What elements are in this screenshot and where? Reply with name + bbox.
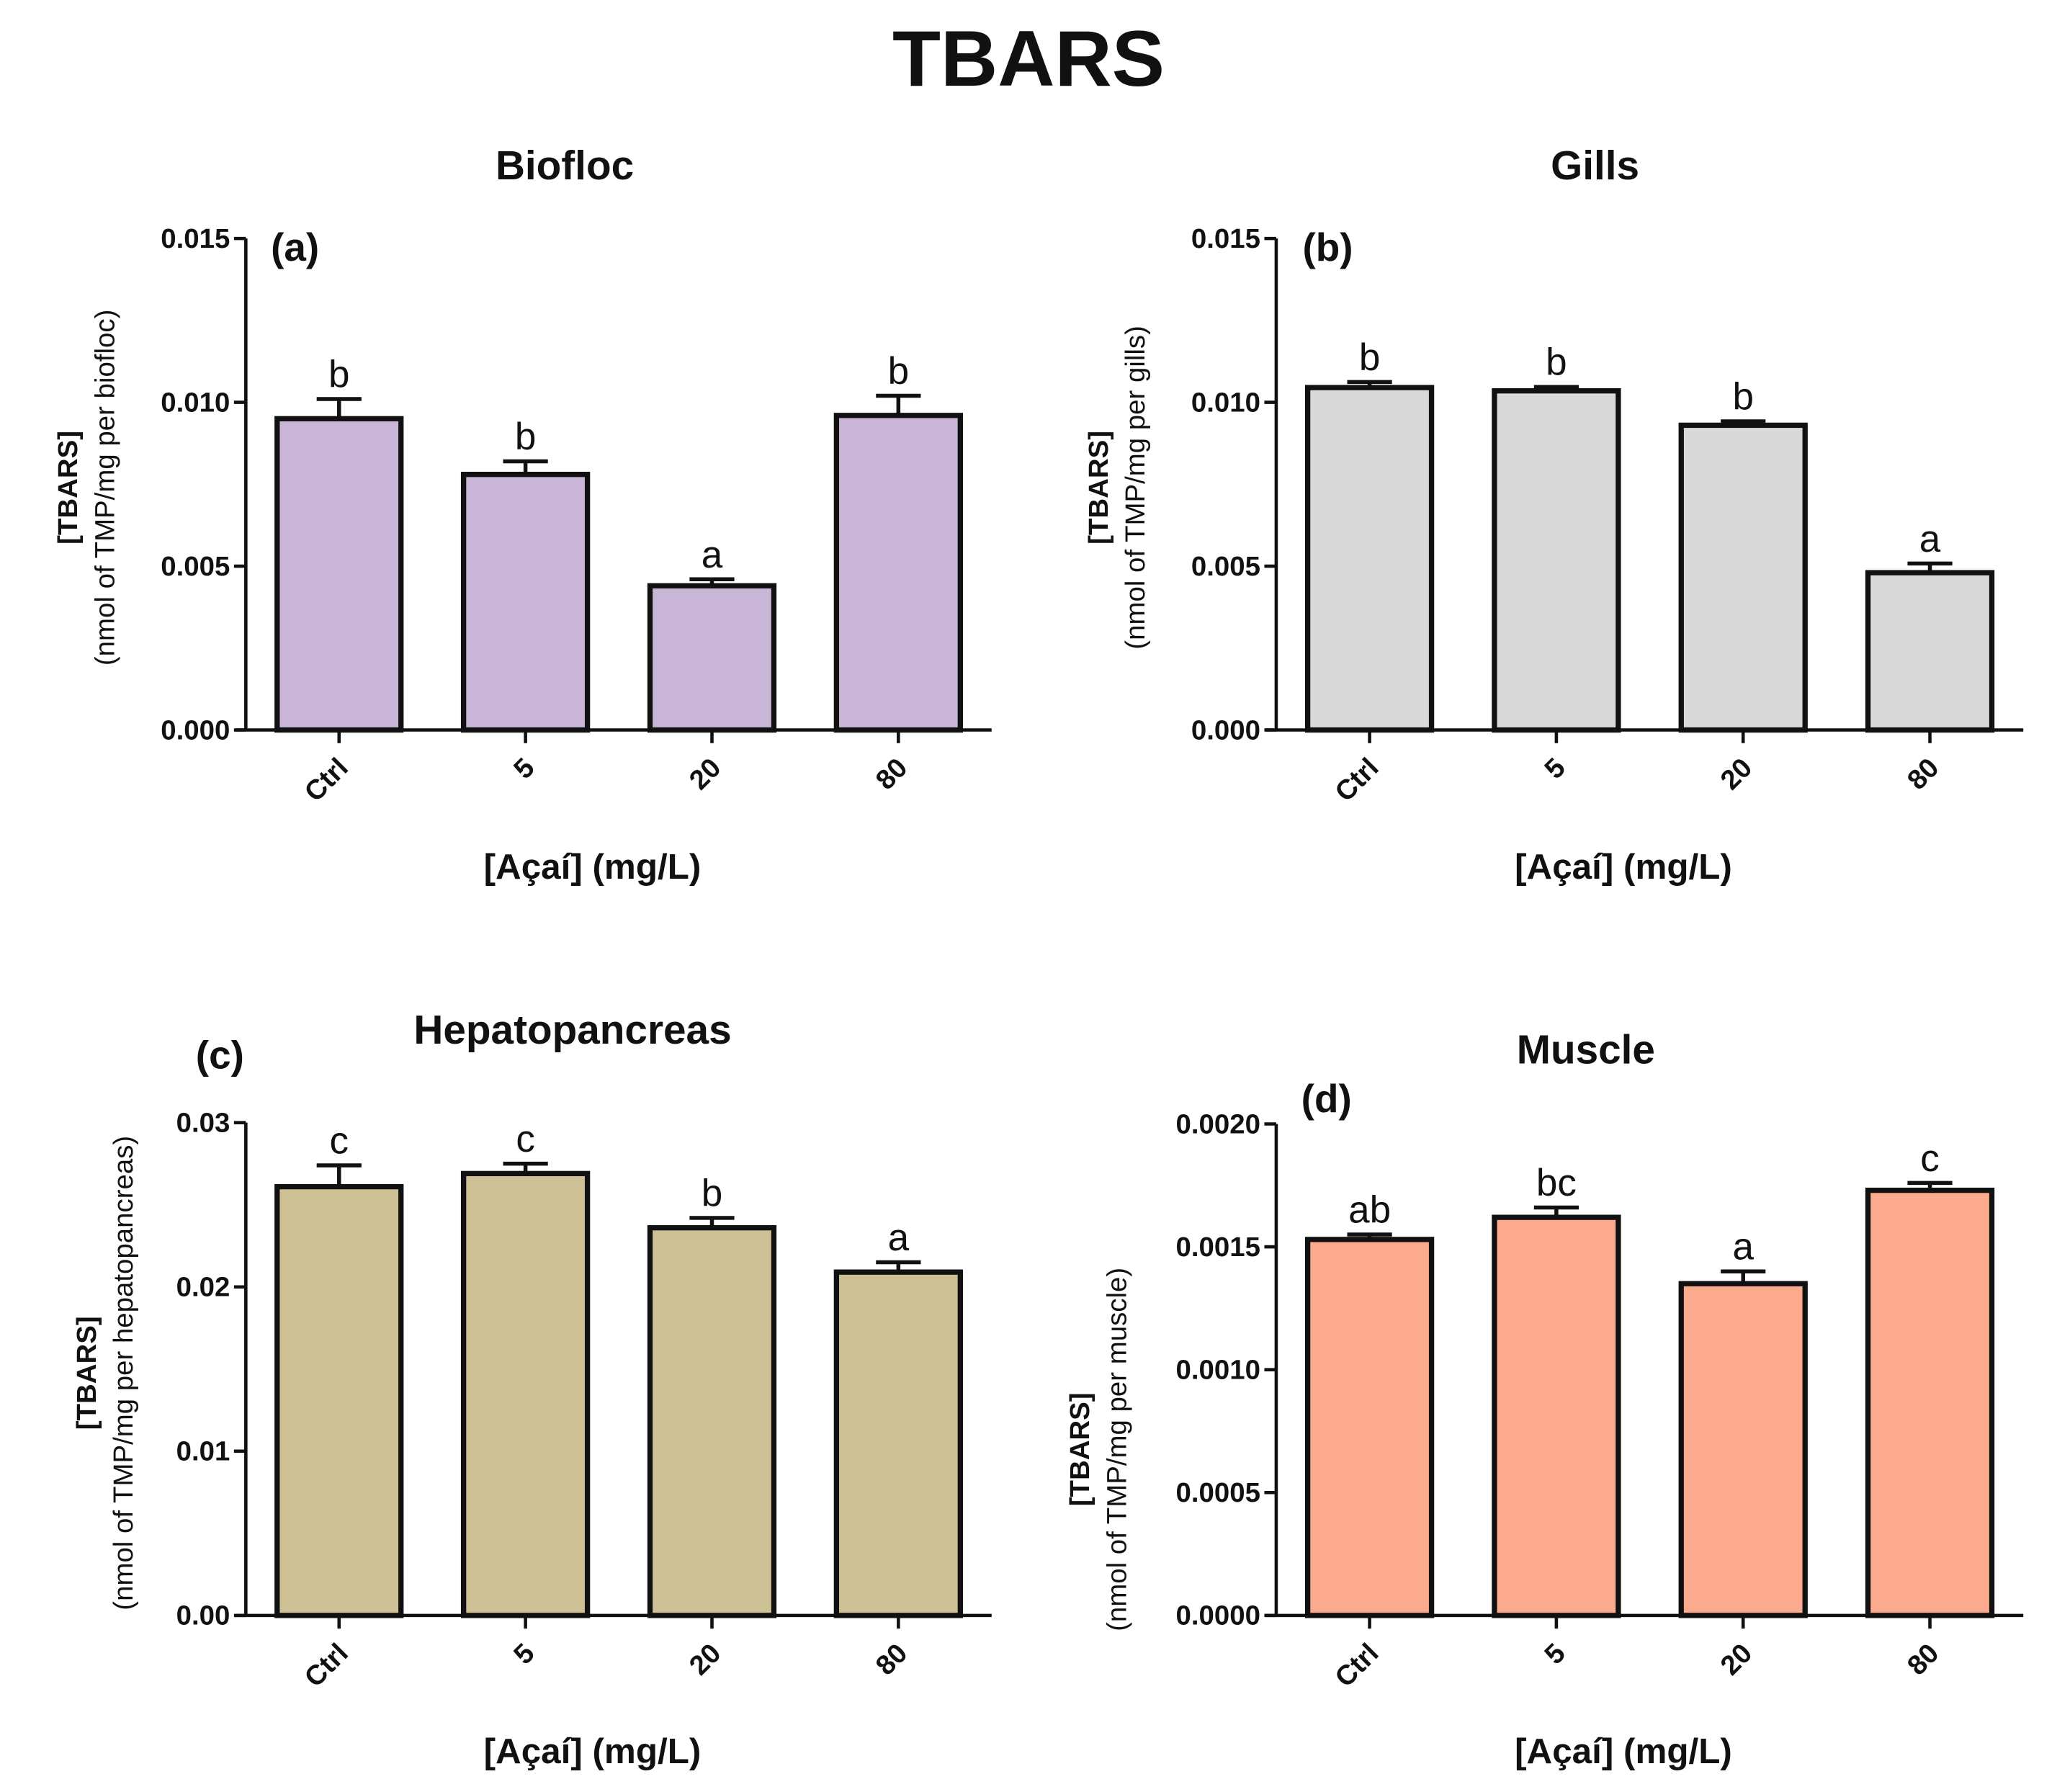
x-axis-label: [Açaí] (mg/L)	[1515, 1731, 1732, 1771]
panel-label: (b)	[1303, 225, 1353, 269]
y-tick-label: 0.01	[176, 1436, 230, 1467]
y-tick-label: 0.005	[1191, 551, 1260, 582]
significance-letter: a	[1919, 518, 1941, 560]
x-tick-label: 80	[870, 1638, 914, 1682]
significance-letter: b	[888, 350, 910, 393]
bar-80	[1865, 570, 1995, 733]
y-tick-label: 0.000	[161, 714, 230, 745]
y-axis-label-units: (nmol of TMP/mg per hepatopancreas)	[108, 1136, 139, 1610]
y-tick-label: 0.0005	[1175, 1477, 1260, 1508]
significance-letter: b	[1732, 376, 1754, 418]
significance-letter: b	[1546, 341, 1567, 384]
x-tick-label: 20	[1715, 1638, 1759, 1682]
bar-5	[1492, 387, 1621, 733]
x-tick-label: 20	[1715, 752, 1759, 796]
bar-5	[1492, 1214, 1621, 1618]
panel-biofloc: Biofloc (a) 0.000 0.005 0.010 0.015 [TBARS] (nm…	[53, 143, 992, 887]
y-tick-label: 0.00	[176, 1600, 230, 1631]
bar-20	[647, 583, 777, 733]
x-tick-label: 80	[1901, 1638, 1945, 1682]
significance-letter: b	[515, 416, 537, 458]
y-tick-label: 0.0015	[1175, 1232, 1260, 1263]
significance-letter: ab	[1348, 1189, 1391, 1232]
bar-20	[1678, 422, 1808, 733]
panel-gills: Gills (b) 0.000 0.005 0.010 0.015 [TBARS] (nmol…	[1083, 143, 2024, 887]
y-tick-label: 0.03	[176, 1107, 230, 1138]
y-tick-label: 0.0020	[1175, 1108, 1260, 1139]
y-tick-label: 0.010	[1191, 387, 1260, 418]
x-axis-label: [Açaí] (mg/L)	[484, 1731, 702, 1771]
y-axis-label: [TBARS]	[71, 1316, 102, 1430]
y-axis-label-units: (nmol of TMP/mg per biofloc)	[89, 310, 120, 666]
significance-letter: b	[702, 1172, 723, 1214]
y-tick-label: 0.010	[161, 387, 230, 418]
panel-label: (c)	[196, 1033, 244, 1078]
x-tick-label: Ctrl	[1329, 1638, 1384, 1693]
x-tick-label: Ctrl	[299, 752, 354, 807]
significance-letter: bc	[1536, 1162, 1577, 1204]
x-tick-label: 5	[1538, 752, 1572, 785]
bar-20	[647, 1224, 777, 1618]
bar-ctrl	[274, 416, 404, 733]
y-axis-label-units: (nmol of TMP/mg per gills)	[1120, 326, 1151, 650]
y-axis-label: [TBARS]	[1083, 431, 1114, 545]
significance-letter: c	[516, 1118, 535, 1160]
x-axis-label: [Açaí] (mg/L)	[484, 847, 702, 887]
bar-ctrl	[1304, 385, 1435, 733]
y-tick-label: 0.02	[176, 1272, 230, 1303]
bar-80	[1865, 1187, 1995, 1618]
significance-letter: a	[1732, 1226, 1754, 1268]
x-tick-label: 80	[1901, 752, 1945, 796]
x-tick-label: 20	[684, 1638, 727, 1682]
significance-letter: a	[702, 534, 723, 576]
significance-letter: c	[329, 1119, 349, 1162]
x-tick-label: 5	[508, 752, 541, 785]
panel-label: (d)	[1301, 1076, 1352, 1121]
panel-label: (a)	[271, 225, 319, 269]
bar-80	[833, 413, 963, 733]
y-tick-label: 0.015	[161, 223, 230, 254]
x-tick-label: 5	[508, 1638, 541, 1671]
y-tick-label: 0.000	[1191, 714, 1260, 745]
x-tick-label: Ctrl	[299, 1638, 354, 1693]
y-tick-label: 0.0010	[1175, 1354, 1260, 1385]
panel-title: Biofloc	[496, 143, 634, 189]
panel-title: Gills	[1551, 143, 1639, 189]
y-tick-label: 0.0000	[1175, 1600, 1260, 1631]
panel-title: Muscle	[1517, 1027, 1655, 1072]
main-title: TBARS	[892, 15, 1165, 103]
panel-title: Hepatopancreas	[413, 1008, 731, 1053]
bar-80	[833, 1269, 963, 1618]
bar-20	[1678, 1281, 1808, 1618]
significance-letter: c	[1920, 1137, 1940, 1180]
x-tick-label: 80	[870, 752, 914, 796]
bar-5	[460, 1170, 591, 1618]
bar-5	[460, 472, 591, 733]
y-axis-label: [TBARS]	[53, 431, 84, 545]
y-tick-label: 0.015	[1191, 223, 1260, 254]
panel-muscle: Muscle (d) 0.0000 0.0005 0.0010 0.0015 0.0020 […	[1065, 1027, 2024, 1771]
significance-letter: b	[328, 354, 350, 396]
x-axis-label: [Açaí] (mg/L)	[1515, 847, 1732, 887]
significance-letter: b	[1359, 336, 1381, 379]
y-axis-label: [TBARS]	[1065, 1392, 1095, 1506]
x-tick-label: 20	[684, 752, 727, 796]
x-tick-label: Ctrl	[1329, 752, 1384, 807]
bar-ctrl	[274, 1183, 404, 1618]
x-tick-label: 5	[1538, 1638, 1572, 1671]
y-tick-label: 0.005	[161, 551, 230, 582]
y-axis-label-units: (nmol of TMP/mg per muscle)	[1101, 1268, 1132, 1631]
significance-letter: a	[888, 1217, 910, 1259]
bar-ctrl	[1304, 1237, 1435, 1618]
panel-hepatopancreas: Hepatopancreas (c) 0.00 0.01 0.02 0.03 [TBARS]…	[71, 1008, 992, 1771]
